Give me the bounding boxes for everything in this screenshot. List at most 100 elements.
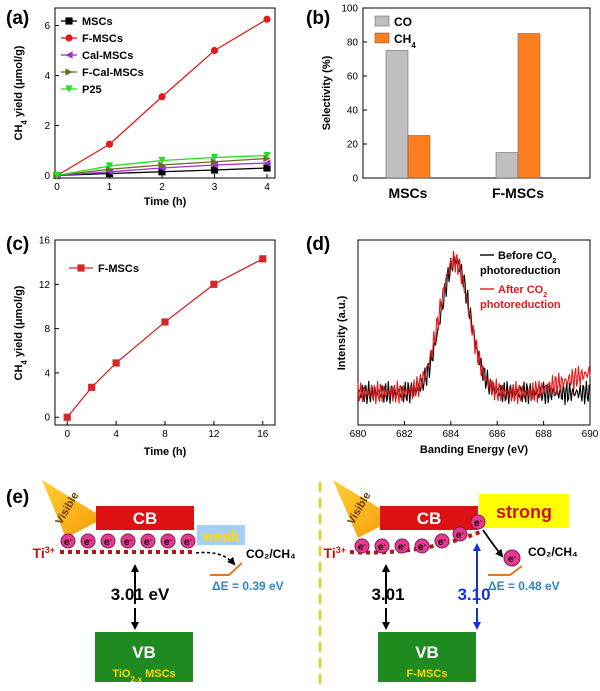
legend-marker: [65, 17, 73, 25]
data-point: [263, 151, 271, 160]
electron-label: e-: [184, 537, 193, 549]
y-tick-label: 16: [39, 236, 51, 247]
legend-marker: [65, 68, 73, 76]
data-point: [210, 153, 219, 162]
y-tick-label: 60: [347, 72, 359, 83]
electron-label: e-: [64, 537, 73, 549]
data-point: [105, 140, 114, 148]
electron: [354, 538, 370, 554]
category-label: MSCs: [389, 185, 428, 201]
electron-label: e-: [104, 537, 113, 549]
x-tick-label: 1: [107, 182, 113, 193]
legend-marker: [65, 34, 73, 42]
scheme-right: Visible CB strong Ti3+ e-e-e-e-e-e-e- e-…: [324, 480, 578, 682]
x-tick-label: 686: [489, 429, 506, 440]
electron-label: e-: [474, 518, 483, 530]
data-point: [263, 15, 271, 23]
panel-b-ticks: 0 20 40 60 80 100 MSCs F-MSCs: [341, 4, 544, 202]
x-tick-label: 4: [113, 429, 119, 440]
electron: [140, 533, 156, 549]
legend-swatch: [374, 32, 390, 44]
x-tick-label: 680: [350, 429, 367, 440]
x-tick-label: 0: [64, 429, 70, 440]
panel-d-xlabel: Banding Energy (eV): [420, 444, 529, 456]
gap-label-right-1: 3.01: [371, 585, 404, 604]
y-tick-label: 20: [347, 140, 359, 151]
product-level-right: [488, 565, 523, 576]
x-tick-label: 8: [162, 429, 168, 440]
left-electrons: e-e-e-e-e-e-e-: [60, 533, 196, 549]
scheme-left: Visible CB weak Ti3+ e-e-e-e-e-e-e- CO₂/…: [33, 480, 296, 684]
panel-d: (d) 680 682 684 686 688 690 Before CO2photore…: [306, 234, 599, 456]
panel-a-frame: [54, 7, 276, 179]
panel-c-ticks: 0 4 8 12 16 0 4 8 12 16: [39, 236, 269, 441]
data-point: [210, 166, 219, 174]
product-level-left: [210, 562, 243, 576]
legend-marker: [65, 85, 73, 93]
panel-a: (a) 0 1 2 3 4 0 2 4 6 MSCs F-MSCs Cal-MSCs F-Cal-MS…: [6, 7, 276, 208]
legend-label: F-Cal-MSCs: [82, 67, 144, 79]
panel-b-legend: CO CH4: [374, 15, 416, 50]
y-tick-label: 8: [44, 324, 50, 335]
cb-box: [96, 506, 194, 530]
spectrum-line: [357, 250, 591, 405]
panel-d-ylabel: Intensity (a.u.): [336, 295, 348, 370]
panel-b-frame: [362, 7, 591, 179]
y-tick-label: 0: [44, 413, 50, 424]
panel-b: (b) 0 20 40 60 80 100 MSCs F-MSCs CO CH4 Selecti…: [306, 4, 591, 202]
transfer-arrow-weak: [195, 551, 236, 566]
x-tick-label: 684: [442, 429, 459, 440]
y-tick-label: 100: [341, 4, 358, 15]
delta-e-right: ΔE = 0.48 eV: [488, 579, 560, 593]
electron-label: e-: [124, 537, 133, 549]
legend-label: Before CO2: [498, 250, 556, 265]
x-tick-label: 4: [264, 182, 270, 193]
panel-a-ticks: 0 1 2 3 4 0 2 4 6: [44, 21, 270, 193]
electron-label: e-: [358, 542, 367, 554]
ti3-label-right: Ti3+: [324, 545, 346, 561]
electron: [414, 538, 430, 554]
strong-box: [479, 494, 569, 528]
gap-label-right-2: 3.10: [457, 585, 490, 604]
data-point: [210, 280, 218, 288]
electron: [100, 533, 116, 549]
electron: [60, 533, 76, 549]
delta-e-left: ΔE = 0.39 eV: [212, 579, 284, 593]
ti3-label: Ti3+: [33, 545, 55, 561]
vb-label-left: VB: [132, 643, 156, 662]
right-electrons: e-e-e-e-e-e-e-: [354, 514, 486, 554]
x-tick-label: 16: [257, 429, 269, 440]
panel-c-xlabel: Time (h): [144, 446, 187, 458]
panel-d-series: [357, 250, 591, 405]
data-point: [105, 162, 114, 170]
panel-b-bars: [385, 33, 541, 179]
electron: [452, 526, 468, 542]
electron-label: e-: [144, 537, 153, 549]
data-point: [158, 93, 166, 101]
legend-marker: [77, 264, 85, 272]
x-tick-label: 688: [535, 429, 552, 440]
panel-d-label: (d): [306, 234, 330, 255]
vb-label-right: VB: [415, 643, 439, 662]
electron: [80, 533, 96, 549]
x-tick-label: 2: [159, 182, 165, 193]
electron-label: e-: [84, 537, 93, 549]
data-point: [259, 255, 267, 263]
y-tick-label: 0: [352, 174, 358, 185]
panel-b-ylabel: Selectivity (%): [321, 55, 333, 130]
legend-label: After CO2: [498, 284, 547, 299]
weak-glow: [197, 525, 245, 545]
legend-label: P25: [82, 84, 102, 96]
y-tick-label: 6: [44, 21, 50, 32]
electron: [120, 533, 136, 549]
panel-c-ylabel: CH4 yield (μmol/g): [13, 285, 29, 380]
electron: [374, 538, 390, 554]
x-tick-label: 12: [208, 429, 220, 440]
series-line: [66, 258, 264, 418]
x-tick-label: 3: [212, 182, 218, 193]
legend-label: F-MSCs: [82, 33, 123, 45]
electron: [180, 533, 196, 549]
x-tick-label: 682: [396, 429, 413, 440]
transferred-electron: [503, 549, 521, 567]
category-label: F-MSCs: [492, 185, 544, 201]
